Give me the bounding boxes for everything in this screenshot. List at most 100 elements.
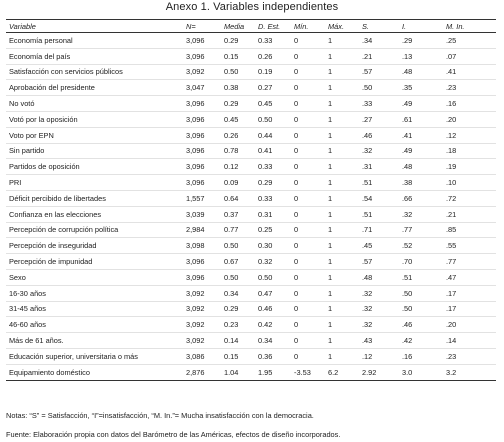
value-cell: 0: [291, 348, 325, 365]
value-cell: .21: [359, 48, 399, 65]
value-cell: 1: [325, 64, 359, 81]
value-cell: .49: [399, 95, 443, 112]
value-cell: .72: [443, 190, 496, 207]
variable-name-cell: PRI: [6, 174, 183, 191]
value-cell: 0.37: [221, 206, 255, 223]
value-cell: -3.53: [291, 364, 325, 381]
value-cell: 0.23: [221, 316, 255, 334]
value-cell: 0: [291, 301, 325, 318]
value-cell: .41: [443, 64, 496, 81]
value-cell: 0.78: [221, 143, 255, 160]
value-cell: 3.2: [443, 364, 496, 381]
value-cell: .32: [399, 206, 443, 223]
value-cell: 0.29: [221, 301, 255, 318]
value-cell: .23: [443, 348, 496, 365]
value-cell: 0.15: [221, 48, 255, 65]
value-cell: 0.34: [255, 332, 291, 349]
table-row: 46-60 años 3,092 0.23 0.42 0 1.32.46.20: [6, 316, 496, 334]
value-cell: 1: [325, 190, 359, 207]
variables-table: Variable N= Media D. Est. Mín. Máx. S. I. M. In.…: [6, 19, 496, 381]
value-cell: .35: [399, 79, 443, 97]
column-header: Mín.: [291, 19, 325, 33]
value-cell: 3.0: [399, 364, 443, 381]
variable-name-cell: Equipamiento doméstico: [6, 364, 183, 381]
variable-name-cell: Economía personal: [6, 32, 183, 49]
value-cell: .32: [359, 301, 399, 318]
value-cell: 1: [325, 111, 359, 128]
table-row: Economía personal 3,096 0.29 0.33 0 1.34.29.2…: [6, 32, 496, 49]
value-cell: .77: [399, 222, 443, 239]
table-row: Educación superior, universitaria o más 3…: [6, 348, 496, 365]
value-cell: .46: [359, 127, 399, 144]
value-cell: .51: [399, 269, 443, 286]
value-cell: 0: [291, 285, 325, 302]
value-cell: 1: [325, 206, 359, 223]
value-cell: 1: [325, 301, 359, 318]
value-cell: 3,096: [183, 111, 221, 128]
value-cell: .38: [399, 174, 443, 191]
variable-name-cell: Aprobación del presidente: [6, 79, 183, 97]
value-cell: .32: [359, 316, 399, 334]
variable-name-cell: No votó: [6, 95, 183, 112]
value-cell: .17: [443, 285, 496, 302]
value-cell: .20: [443, 316, 496, 334]
value-cell: 0.33: [255, 32, 291, 49]
value-cell: .12: [359, 348, 399, 365]
value-cell: 0.45: [221, 111, 255, 128]
value-cell: 3,096: [183, 174, 221, 191]
table-row: Percepción de corrupción política 2,984 0.…: [6, 222, 496, 239]
value-cell: .50: [359, 79, 399, 97]
value-cell: 3,092: [183, 332, 221, 349]
value-cell: 0: [291, 222, 325, 239]
table-row: Satisfacción con servicios públicos 3,092…: [6, 64, 496, 81]
value-cell: 1: [325, 348, 359, 365]
value-cell: .07: [443, 48, 496, 65]
value-cell: 0.50: [255, 111, 291, 128]
value-cell: 1: [325, 32, 359, 49]
value-cell: .27: [359, 111, 399, 128]
table-row: PRI 3,096 0.09 0.29 0 1.51.38.10: [6, 174, 496, 191]
variable-name-cell: Percepción de inseguridad: [6, 237, 183, 255]
value-cell: .16: [399, 348, 443, 365]
table-row: Más de 61 años. 3,092 0.14 0.34 0 1.43.42.14: [6, 332, 496, 349]
value-cell: .21: [443, 206, 496, 223]
column-header: Máx.: [325, 19, 359, 33]
value-cell: .19: [443, 158, 496, 176]
value-cell: 3,096: [183, 32, 221, 49]
variable-name-cell: 16-30 años: [6, 285, 183, 302]
variable-name-cell: Percepción de corrupción política: [6, 222, 183, 239]
value-cell: 0: [291, 174, 325, 191]
table-row: No votó 3,096 0.29 0.45 0 1.33.49.16: [6, 95, 496, 112]
value-cell: 3,092: [183, 301, 221, 318]
value-cell: 1: [325, 253, 359, 270]
table-body: Economía personal 3,096 0.29 0.33 0 1.34.29.2…: [6, 32, 496, 381]
value-cell: 0: [291, 190, 325, 207]
value-cell: .45: [359, 237, 399, 255]
value-cell: 0: [291, 32, 325, 49]
value-cell: 0: [291, 48, 325, 65]
value-cell: 0: [291, 143, 325, 160]
table-source: Fuente: Elaboración propia con datos del…: [6, 430, 341, 439]
value-cell: .57: [359, 253, 399, 270]
column-header: N=: [183, 19, 221, 33]
value-cell: 1: [325, 158, 359, 176]
value-cell: .32: [359, 285, 399, 302]
value-cell: 0.25: [255, 222, 291, 239]
value-cell: 2.92: [359, 364, 399, 381]
value-cell: 3,098: [183, 237, 221, 255]
table-row: Sin partido 3,096 0.78 0.41 0 1.32.49.18: [6, 143, 496, 160]
value-cell: 1: [325, 285, 359, 302]
value-cell: 0.64: [221, 190, 255, 207]
value-cell: 0.27: [255, 79, 291, 97]
value-cell: 0: [291, 64, 325, 81]
value-cell: .48: [359, 269, 399, 286]
value-cell: 1.95: [255, 364, 291, 381]
value-cell: 0.29: [221, 95, 255, 112]
value-cell: 0.34: [221, 285, 255, 302]
value-cell: .71: [359, 222, 399, 239]
value-cell: .52: [399, 237, 443, 255]
table-row: Votó por la oposición 3,096 0.45 0.50 0 1.27.…: [6, 111, 496, 128]
variable-name-cell: Sexo: [6, 269, 183, 286]
value-cell: 1: [325, 79, 359, 97]
